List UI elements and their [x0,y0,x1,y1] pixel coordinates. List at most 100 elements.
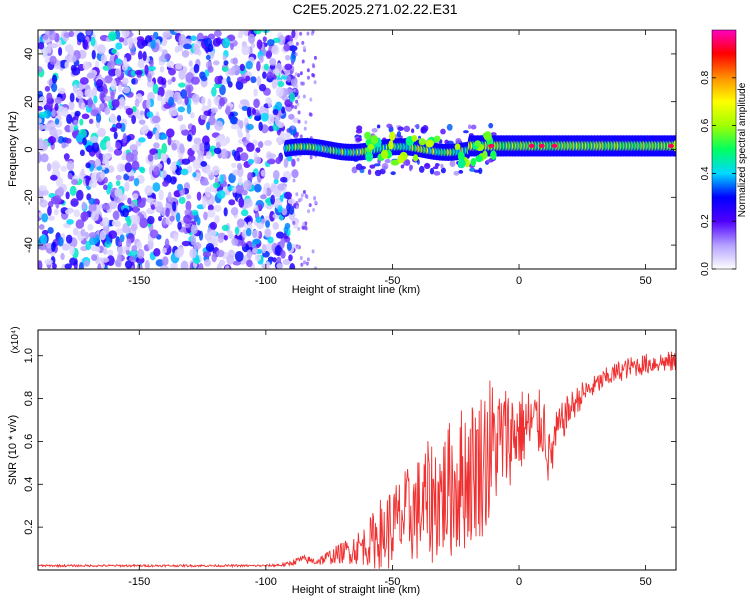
heatmap-cell [181,129,190,136]
heatmap-cell [213,60,220,66]
heatmap-cell [367,169,372,175]
heatmap-cell [289,263,296,269]
heatmap-cell [64,61,70,69]
heatmap-cell [188,60,193,67]
x-tick-label: -100 [255,275,277,287]
heatmap-cell [274,115,280,126]
heatmap-cell [196,191,202,201]
heatmap-peak [528,143,535,148]
heatmap-cell [245,227,252,237]
heatmap-cell [38,96,47,106]
heatmap-cell [291,158,296,167]
snr-series-line [38,351,676,569]
colorbar-label: Normalized spectral amplitude [737,82,748,217]
heatmap-cell [139,110,145,116]
heatmap-cell [152,83,159,94]
heatmap-cell [123,57,128,67]
heatmap-cell [209,229,217,237]
heatmap-cell [241,45,251,56]
heatmap-cell [301,81,305,86]
heatmap-cell [122,86,131,94]
heatmap-cell [130,223,138,231]
heatmap-cell [128,174,135,182]
heatmap-cell [159,66,165,73]
heatmap-cell [177,114,184,122]
heatmap-cell [106,255,115,267]
heatmap-cell [390,171,396,176]
heatmap-cell [160,77,167,86]
heatmap-cell [157,86,165,98]
heatmap-cell [402,161,407,166]
heatmap-cell [91,254,98,262]
heatmap-cell [115,42,123,50]
heatmap-cell [313,200,317,205]
heatmap-cell [258,83,267,92]
heatmap-cell [223,234,228,241]
heatmap-cell [272,108,279,116]
heatmap-cell [154,129,160,141]
heatmap-cell [158,189,164,201]
heatmap-cell [289,92,296,103]
heatmap-cell [196,216,201,226]
heatmap-cell [173,233,179,242]
heatmap-cell [38,152,42,163]
heatmap-cell [296,245,300,250]
heatmap-cell [113,148,123,156]
heatmap-cell [139,167,146,174]
heatmap-cell [313,196,317,201]
heatmap-cell [261,243,267,254]
y-tick-label: -20 [23,189,35,205]
heatmap-cell [236,218,245,228]
heatmap-cell [206,199,213,206]
heatmap-cell [200,161,208,167]
colorbar-tick-label: 0.2 [700,214,711,228]
heatmap-cell [125,152,134,163]
heatmap-cell [200,180,210,186]
heatmap-cell [52,263,57,269]
heatmap-cell [265,50,272,60]
heatmap-cell [105,140,111,149]
heatmap-cell [216,263,222,269]
heatmap-cell [124,181,130,192]
x-tick-label: 50 [639,576,651,588]
heatmap-cell [257,203,262,210]
heatmap-cell [235,184,245,194]
heatmap-cell [131,78,136,85]
heatmap-cell [434,163,440,167]
heatmap-cell [463,130,469,134]
heatmap-cell [47,215,55,221]
heatmap-cell [271,45,280,55]
heatmap-cell [193,43,200,55]
heatmap-cell [97,127,106,138]
heatmap-cell [467,124,472,130]
heatmap-cell [71,179,79,186]
heatmap-cell [289,70,293,75]
heatmap-cell [40,153,49,163]
heatmap-cell [38,224,45,230]
heatmap-cell [76,32,85,43]
heatmap-cell [122,208,129,218]
colorbar-ticks: 0.0 0.2 0.4 0.6 0.8 [700,70,736,276]
heatmap-cell [311,249,315,254]
heatmap-cell [91,49,96,60]
heatmap-cell [269,58,277,66]
heatmap-cell [109,127,118,133]
heatmap-cell [89,136,99,144]
heatmap-cell [229,116,238,125]
heatmap-cell [388,140,394,150]
heatmap-cell [70,198,79,207]
heatmap-cell [166,157,171,165]
heatmap-cell [121,155,127,161]
x-tick-label: 50 [639,275,651,287]
heatmap-cell [144,64,149,75]
heatmap-cell [140,125,149,135]
heatmap-cell [258,55,264,64]
heatmap-cell [280,238,286,249]
heatmap-cell [205,54,211,61]
heatmap-cell [275,231,285,239]
heatmap-cell [131,115,137,125]
heatmap-cell [241,105,249,112]
heatmap-cell [290,78,298,87]
heatmap-cell [300,262,304,267]
